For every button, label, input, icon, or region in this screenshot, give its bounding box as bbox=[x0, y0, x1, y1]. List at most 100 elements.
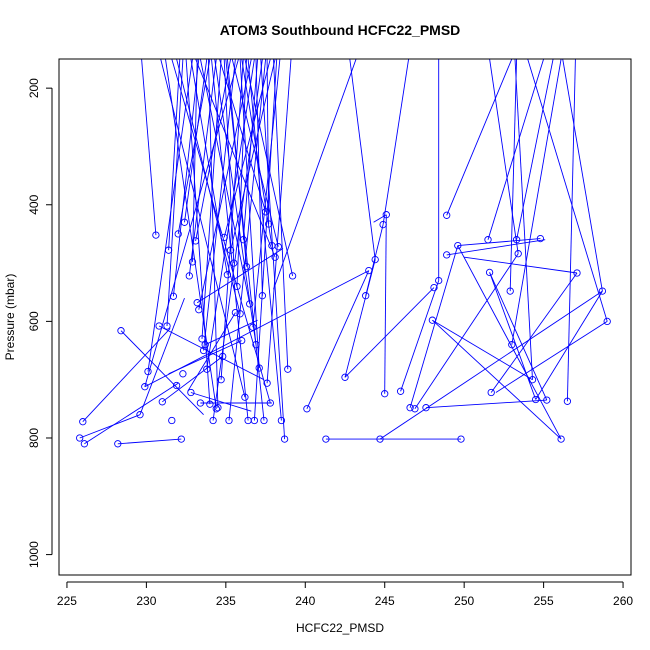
data-point-96 bbox=[528, 376, 537, 384]
profile-line-55 bbox=[190, 392, 252, 412]
profile-line-32 bbox=[199, 59, 251, 304]
data-point-87 bbox=[454, 241, 462, 250]
profile-line-0 bbox=[141, 59, 157, 236]
data-point-61 bbox=[158, 398, 166, 406]
profile-line-89 bbox=[516, 59, 554, 240]
y-tick-label-0: 200 bbox=[27, 78, 41, 98]
profile-line-51 bbox=[266, 59, 292, 384]
data-point-42 bbox=[261, 208, 270, 216]
profile-line-74 bbox=[414, 253, 519, 410]
data-point-40 bbox=[255, 364, 263, 372]
profile-line-66 bbox=[365, 224, 384, 296]
data-point-30 bbox=[223, 271, 232, 279]
data-point-94 bbox=[512, 236, 521, 244]
profile-line-34 bbox=[214, 59, 257, 345]
data-point-101 bbox=[563, 397, 572, 405]
profile-line-4 bbox=[84, 382, 179, 445]
data-point-76 bbox=[381, 390, 389, 398]
profile-line-18 bbox=[203, 59, 236, 351]
data-point-20 bbox=[191, 237, 200, 245]
profile-line-91 bbox=[514, 59, 533, 380]
data-point-103 bbox=[598, 287, 607, 295]
data-point-73 bbox=[371, 255, 379, 264]
data-point-91 bbox=[487, 388, 495, 397]
profile-line-40 bbox=[195, 59, 276, 258]
profile-line-15 bbox=[195, 59, 232, 241]
data-point-26 bbox=[209, 416, 217, 425]
data-point-63 bbox=[193, 299, 201, 307]
chart-title: ATOM3 Southbound HCFC22_PMSD bbox=[220, 22, 461, 38]
data-point-62 bbox=[155, 322, 163, 330]
data-point-25 bbox=[206, 400, 214, 408]
profile-line-79 bbox=[344, 287, 435, 378]
profile-line-68 bbox=[349, 59, 376, 260]
data-point-35 bbox=[239, 236, 247, 244]
profile-line-93 bbox=[457, 238, 541, 247]
data-point-10 bbox=[177, 435, 185, 443]
profile-line-90 bbox=[489, 59, 519, 254]
data-point-51 bbox=[225, 416, 233, 425]
data-point-45 bbox=[271, 253, 279, 261]
profile-line-64 bbox=[306, 270, 370, 409]
x-tick-label-5: 250 bbox=[454, 594, 474, 608]
data-point-78 bbox=[406, 404, 414, 412]
data-point-13 bbox=[179, 370, 187, 378]
profile-line-45 bbox=[244, 59, 294, 276]
data-point-88 bbox=[457, 435, 465, 443]
data-point-97 bbox=[532, 395, 540, 404]
profile-line-11 bbox=[177, 59, 211, 234]
data-point-82 bbox=[428, 316, 437, 324]
profile-line-78 bbox=[432, 319, 533, 381]
data-point-8 bbox=[117, 327, 125, 335]
profile-line-9 bbox=[168, 59, 181, 251]
profile-line-95 bbox=[432, 319, 562, 440]
data-point-43 bbox=[265, 220, 273, 228]
data-point-71 bbox=[365, 266, 373, 275]
data-point-72 bbox=[362, 292, 370, 300]
profile-line-3 bbox=[79, 414, 141, 439]
data-point-41 bbox=[258, 292, 267, 300]
data-point-79 bbox=[411, 405, 419, 413]
x-tick-label-1: 230 bbox=[136, 594, 156, 608]
data-point-16 bbox=[174, 230, 182, 238]
data-point-21 bbox=[195, 306, 203, 314]
profile-line-23 bbox=[220, 59, 244, 380]
data-point-7 bbox=[144, 367, 152, 376]
profile-line-99 bbox=[527, 59, 608, 322]
x-tick-label-0: 225 bbox=[57, 594, 77, 608]
profile-line-70 bbox=[373, 214, 387, 223]
profile-line-10 bbox=[172, 59, 200, 297]
data-point-74 bbox=[379, 220, 387, 229]
data-point-31 bbox=[226, 246, 235, 254]
profile-line-42 bbox=[247, 59, 282, 421]
profile-line-5 bbox=[117, 438, 182, 445]
x-tick-label-6: 255 bbox=[534, 594, 554, 608]
profile-line-81 bbox=[446, 239, 546, 256]
profile-line-52 bbox=[160, 59, 246, 398]
data-point-34 bbox=[236, 310, 244, 318]
data-point-53 bbox=[250, 416, 259, 425]
profile-line-63 bbox=[273, 59, 357, 290]
data-point-70 bbox=[341, 373, 349, 381]
profile-line-50 bbox=[171, 59, 271, 404]
data-point-89 bbox=[484, 236, 492, 244]
profile-line-96 bbox=[566, 59, 576, 402]
data-point-65 bbox=[231, 308, 240, 317]
data-point-48 bbox=[280, 435, 289, 443]
data-point-47 bbox=[277, 416, 286, 425]
data-point-100 bbox=[557, 435, 565, 443]
data-point-27 bbox=[214, 404, 222, 412]
data-point-90 bbox=[485, 268, 494, 277]
data-point-80 bbox=[422, 404, 430, 412]
data-point-5 bbox=[136, 411, 144, 419]
data-point-9 bbox=[114, 440, 122, 448]
x-tick-label-2: 235 bbox=[216, 594, 236, 608]
data-point-102 bbox=[573, 269, 581, 277]
data-point-28 bbox=[217, 376, 225, 384]
data-point-4 bbox=[80, 440, 89, 448]
data-point-14 bbox=[164, 246, 173, 254]
profile-line-21 bbox=[212, 59, 263, 421]
data-point-81 bbox=[376, 435, 384, 443]
